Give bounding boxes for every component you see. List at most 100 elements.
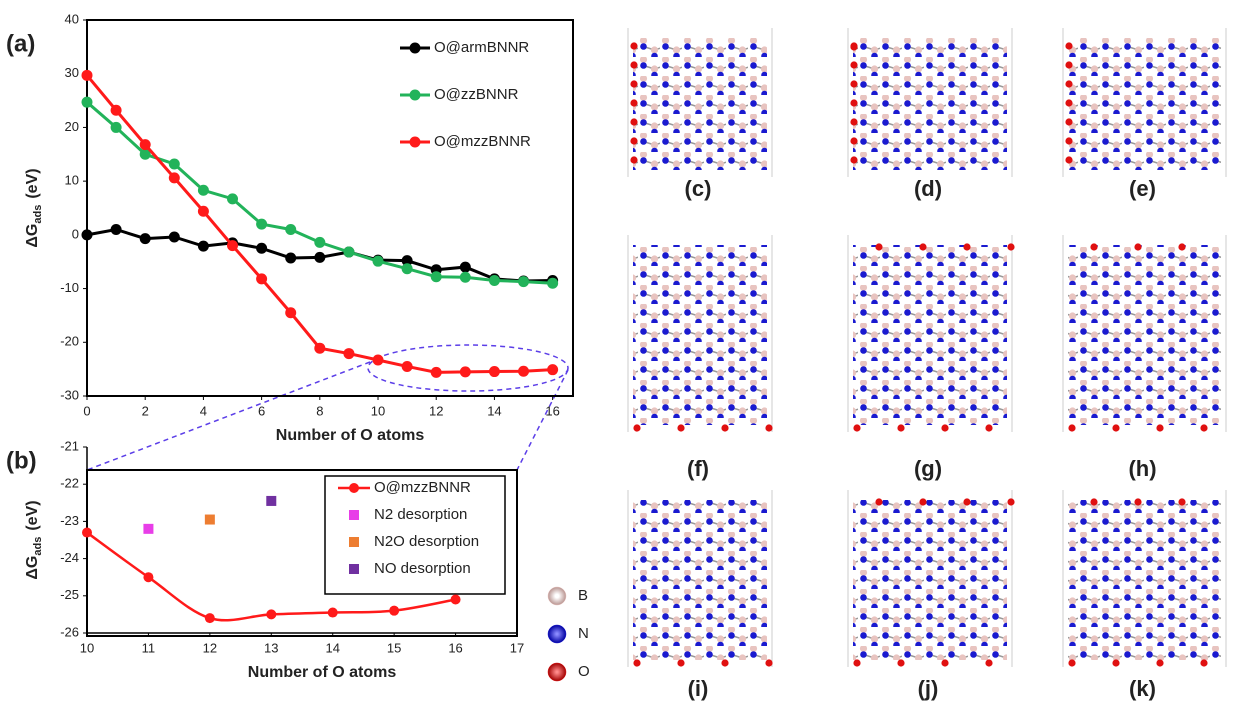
x-tick-label: 13 [264,640,278,655]
data-point [81,229,93,241]
data-point [143,572,154,583]
oxygen [630,61,638,69]
data-point [285,223,297,235]
lattice [633,500,767,660]
legend-label: O@mzzBNNR [374,479,471,496]
oxygen [963,243,971,251]
oxygen [1178,243,1186,251]
data-point [372,354,384,366]
y-tick-label: -10 [60,280,79,295]
legend-marker [349,483,359,493]
lattice [853,38,1007,170]
lattice [633,38,767,170]
y-tick-label: -26 [60,624,79,639]
lattice [853,500,1007,660]
data-point [143,523,154,534]
data-point [81,69,93,81]
legend-label: NO desorption [374,560,471,577]
data-point [266,495,277,506]
legend-label: O@mzzBNNR [434,133,531,150]
oxygen [850,118,858,126]
data-point [430,271,442,283]
oxygen [850,99,858,107]
x-tick-label: 10 [371,403,385,418]
x-tick-label: 12 [203,640,217,655]
x-tick-label: 15 [387,640,401,655]
data-point [197,184,209,196]
oxygen [941,659,949,667]
y-tick-label: 40 [65,11,79,26]
data-point [518,365,530,377]
oxygen [630,156,638,164]
data-point [197,240,209,252]
oxygen [633,659,641,667]
legend-label: N2O desorption [374,533,479,550]
oxygen [1112,424,1120,432]
oxygen [853,424,861,432]
structure-label: (g) [914,456,942,481]
lattice [1068,245,1221,425]
data-point [139,139,151,151]
data-point [227,240,239,252]
x-axis-title: Number of O atoms [276,427,425,444]
oxygen [1112,659,1120,667]
data-point [372,255,384,267]
y-axis-title-main: ΔG [24,556,41,580]
x-tick-label: 6 [258,403,265,418]
lattice [633,245,767,425]
y-tick-label: 30 [65,65,79,80]
structure-label: (c) [685,176,712,201]
data-point [256,242,268,254]
legend-marker [409,89,421,101]
x-tick-label: 16 [545,403,559,418]
structure-label: (f) [687,456,709,481]
oxygen [963,498,971,506]
oxygen [1068,659,1076,667]
data-point [314,251,326,263]
oxygen [721,424,729,432]
oxygen [630,137,638,145]
oxygen [1065,118,1073,126]
structure-label: (e) [1129,176,1156,201]
zoom-line [516,369,569,471]
oxygen [897,424,905,432]
data-point [168,172,180,184]
oxygen [1065,42,1073,50]
data-point [314,342,326,354]
oxygen [1090,498,1098,506]
oxygen [1065,137,1073,145]
oxygen [850,156,858,164]
oxygen [850,43,858,51]
x-axis-title: Number of O atoms [248,664,397,681]
atom-swatch [547,624,567,644]
y-axis-title-unit: (eV) [24,500,41,530]
data-point [204,514,215,525]
oxygen [1200,424,1208,432]
oxygen [1065,99,1073,107]
data-point [401,255,413,267]
structure-label: (h) [1128,456,1156,481]
oxygen [721,659,729,667]
oxygen [875,498,883,506]
data-point [139,148,151,160]
x-tick-label: 2 [142,403,149,418]
data-point [168,231,180,243]
atom-label: B [578,587,588,604]
data-point [285,307,297,319]
series-line [85,74,553,374]
oxygen [1007,498,1015,506]
legend-label: N2 desorption [374,506,467,523]
data-point [401,263,413,275]
data-point [256,218,268,230]
x-tick-label: 17 [510,640,524,655]
x-tick-label: 16 [448,640,462,655]
zoom-line [86,361,371,471]
oxygen [633,424,641,432]
data-point [488,366,500,378]
y-axis-title: ΔGads (eV) [24,500,44,579]
oxygen [765,659,773,667]
oxygen [850,137,858,145]
oxygen [630,42,638,50]
oxygen [630,99,638,107]
oxygen [1156,424,1164,432]
